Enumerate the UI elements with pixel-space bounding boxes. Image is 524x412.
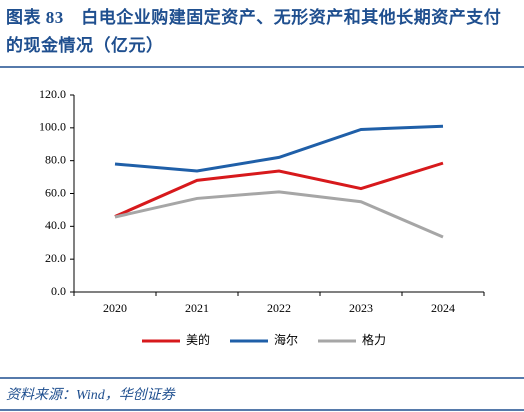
y-tick-label: 20.0 bbox=[45, 251, 66, 265]
legend-label: 海尔 bbox=[274, 332, 298, 347]
y-tick-label: 60.0 bbox=[45, 185, 66, 199]
source-note: 资料来源：Wind，华创证券 bbox=[6, 388, 175, 403]
y-tick-label: 0.0 bbox=[51, 284, 66, 298]
x-tick-label: 2024 bbox=[431, 301, 455, 315]
y-tick-label: 120.0 bbox=[39, 87, 66, 101]
x-tick-label: 2022 bbox=[267, 301, 291, 315]
x-tick-label: 2020 bbox=[103, 301, 127, 315]
chart-title: 图表 83 白电企业购建固定资产、无形资产和其他长期资产支付的现金情况（亿元） bbox=[6, 8, 502, 55]
y-tick-label: 100.0 bbox=[39, 120, 66, 134]
x-tick-label: 2021 bbox=[185, 301, 209, 315]
y-tick-label: 80.0 bbox=[45, 152, 66, 166]
y-tick-label: 40.0 bbox=[45, 218, 66, 232]
series-line bbox=[114, 190, 444, 239]
x-tick-label: 2023 bbox=[349, 301, 373, 315]
series-line bbox=[114, 161, 444, 218]
legend-label: 格力 bbox=[362, 332, 386, 347]
legend-label: 美的 bbox=[186, 332, 210, 347]
series-line bbox=[114, 124, 444, 173]
